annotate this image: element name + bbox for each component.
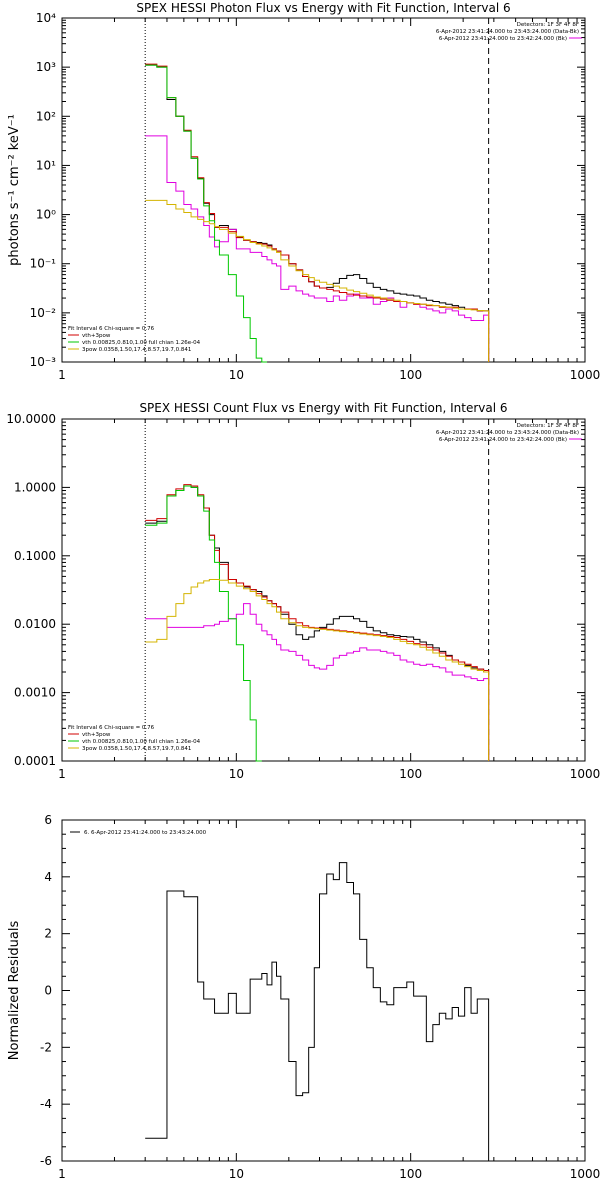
legend-entry: vth 0.00825,0.810,1.00 full chian 1.26e-… [82,340,201,346]
y-tick-label: 10.0000 [6,412,56,426]
chart-title: SPEX HESSI Photon Flux vs Energy with Fi… [136,1,510,15]
y-axis-label: Normalized Residuals [7,921,22,1061]
y-tick-label: 10⁰ [36,208,56,222]
series-line-vth-3pow [145,484,490,761]
y-tick-label: 0 [44,984,52,998]
background-interval-label: 6-Apr-2012 23:41:24.000 to 23:42:24.000 … [439,437,567,443]
y-tick-label: 10³ [36,60,56,74]
series-line-6-6-apr-2012-23-41-24-000-to-23-43-24-000 [145,862,490,1161]
y-tick-label: 10⁻² [30,306,57,320]
y-tick-label: -2 [40,1040,52,1054]
y-tick-label: 1.0000 [14,480,56,494]
x-tick-label: 100 [399,368,422,382]
series-line-3pow [145,199,490,362]
x-tick-label: 10 [229,368,244,382]
y-tick-label: 2 [44,927,52,941]
y-tick-label: 10⁻³ [30,355,57,369]
panel-3: 1 10 100 1000 -6 -4 -2 0 2 4 6 Normalized Residuals… [7,813,600,1181]
plot-frame [61,819,586,1162]
x-tick-label: 1000 [570,767,600,781]
y-tick-label: 10² [36,109,56,123]
x-tick-label: 1000 [570,368,600,382]
series-line-bk [145,135,490,362]
y-tick-label: -6 [40,1154,52,1168]
x-tick-label: 10 [229,767,244,781]
series-line-bk [145,603,490,761]
x-tick-label: 100 [399,767,422,781]
panel-2: SPEX HESSI Count Flux vs Energy with Fit… [6,401,600,781]
plot-frame [61,418,586,762]
y-tick-label: 10¹ [36,158,56,172]
series-line-3pow [145,579,490,761]
series-line-vth [145,485,262,762]
data-interval-label: 6-Apr-2012 23:41:24.000 to 23:43:24.000 … [436,430,579,436]
fit-interval-label: Fit Interval 6 Chi-square = 0.76 [68,725,155,731]
legend-entry: 3pow 0.0358,1.50,17.4,8.57,19.7,0.841 [82,347,191,353]
data-interval-label: 6-Apr-2012 23:41:24.000 to 23:43:24.000 … [436,29,579,35]
x-tick-label: 1 [58,368,66,382]
x-tick-label: 1 [58,767,66,781]
series-line-vth-3pow [145,63,490,362]
y-tick-label: -4 [40,1097,52,1111]
plot-frame [61,17,586,363]
background-interval-label: 6-Apr-2012 23:41:24.000 to 23:42:24.000 … [439,36,567,42]
y-axis-label: photons s⁻¹ cm⁻² keV⁻¹ [7,114,22,266]
legend-entry: 3pow 0.0358,1.50,17.4,8.57,19.7,0.841 [82,746,191,752]
legend-entry: vth+3pow [82,732,111,738]
x-tick-label: 1000 [570,1167,600,1181]
y-tick-label: 6 [44,813,52,827]
x-tick-label: 1 [58,1167,66,1181]
y-tick-label: 0.0001 [14,754,56,768]
detectors-label: Detectors: 1F 3F 4F 8F [517,423,579,429]
legend-entry: vth+3pow [82,333,111,339]
y-tick-label: 0.1000 [14,549,56,563]
series-line-data-bk [145,485,490,761]
y-tick-label: 0.0100 [14,617,56,631]
y-tick-label: 4 [44,870,52,884]
panel-1: SPEX HESSI Photon Flux vs Energy with Fi… [7,1,600,382]
y-tick-label: 0.0010 [14,686,56,700]
y-tick-label: 10⁻¹ [30,257,57,271]
residual-legend-label: 6. 6-Apr-2012 23:41:24.000 to 23:43:24.0… [84,830,207,836]
detectors-label: Detectors: 1F 3F 4F 8F [517,22,579,28]
series-line-data-bk [145,64,490,362]
fit-interval-label: Fit Interval 6 Chi-square = 0.76 [68,326,155,332]
legend-entry: vth 0.00825,0.810,1.00 full chian 1.26e-… [82,739,201,745]
chart-title: SPEX HESSI Count Flux vs Energy with Fit… [139,401,507,415]
series-line-vth [145,64,268,363]
x-tick-label: 10 [229,1167,244,1181]
x-tick-label: 100 [399,1167,422,1181]
y-tick-label: 10⁴ [36,11,56,25]
